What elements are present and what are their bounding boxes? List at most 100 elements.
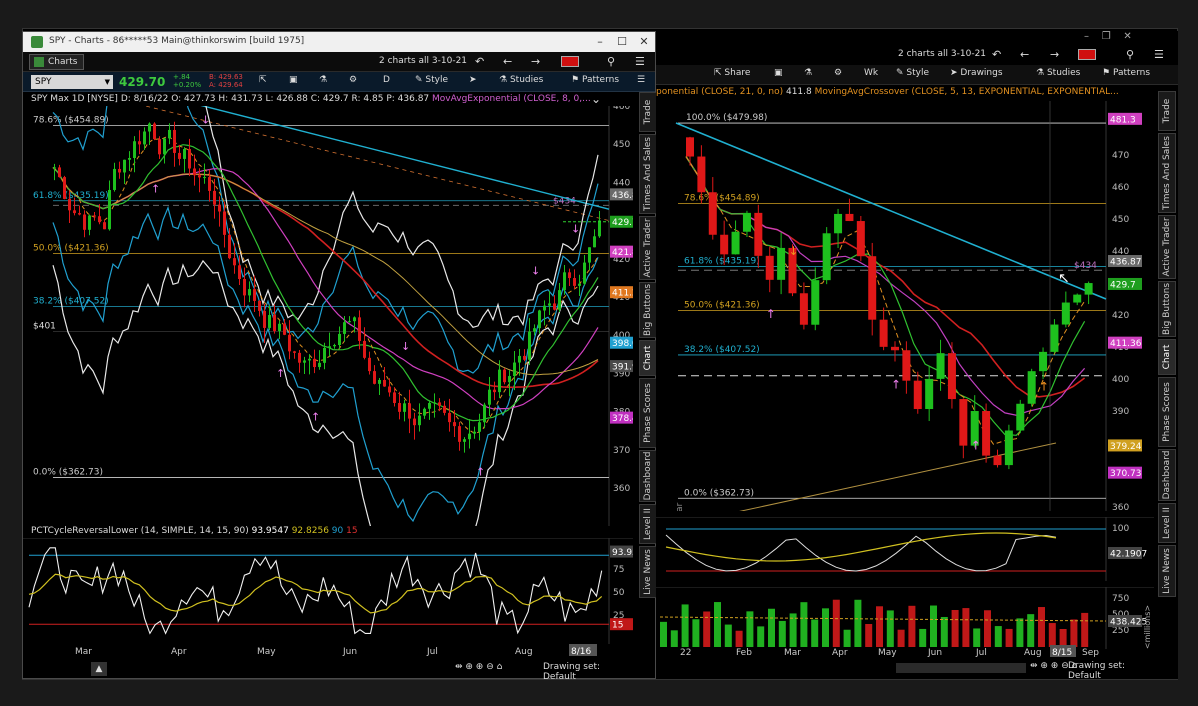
month-label: 22 [680,648,691,658]
side-tab-times-and-sales[interactable]: Times And Sales [639,134,657,214]
side-tab-chart[interactable]: Chart [639,340,657,376]
volume-bar [1027,614,1035,647]
arrow-left-icon[interactable]: ← [503,55,513,68]
fib-label: 50.0% ($421.36) [684,301,760,311]
info-study: MovAvgExponential (CLOSE, 8, 0,... [432,94,591,104]
candle [303,360,306,363]
share-icon[interactable]: ⇱ [259,75,267,85]
side-tab-phase-scores[interactable]: Phase Scores [1158,377,1176,447]
zoom-controls[interactable]: ⇹ ⊕ ⊕ ⊖ ⌂ [1030,661,1078,671]
candle [128,158,131,160]
drawing-set[interactable]: Drawing set: Default [543,662,601,682]
volume-bar [1016,618,1024,647]
undo-icon[interactable]: ↶ [475,55,485,68]
period-button[interactable]: D [383,75,390,85]
cursor-icon: ➤ [950,68,958,78]
right-volume-chart[interactable]: 750500250438.425<millions> [656,587,1154,649]
side-tab-live-news[interactable]: Live News [639,546,657,598]
side-tab-live-news[interactable]: Live News [1158,545,1176,597]
side-tab-big-buttons[interactable]: Big Buttons [639,282,657,338]
left-price-chart[interactable]: 46045044043042041040039038037036078.6% (… [23,106,633,526]
horizontal-scrollbar[interactable] [896,663,1026,673]
style-button[interactable]: ✎ Style [415,75,448,85]
fib-label: 100.0% ($479.98) [686,113,767,123]
undo-icon[interactable]: ↶ [992,48,1002,61]
side-tab-trade[interactable]: Trade [639,92,657,132]
layout-icon[interactable] [561,56,579,67]
left-window-titlebar[interactable]: SPY - Charts - 86*****53 Main@thinkorswi… [23,32,655,52]
maximize-icon[interactable]: ☐ [617,35,627,48]
candle [799,293,808,325]
arrow-left-icon[interactable]: ← [1020,48,1030,61]
side-tab-times-and-sales[interactable]: Times And Sales [1158,133,1176,213]
signal-arrow-up: ↑ [476,466,485,479]
side-tab-level-ii[interactable]: Level II [1158,503,1176,543]
chart-set-label[interactable]: 2 charts all 3-10-21 [898,49,987,59]
side-tab-phase-scores[interactable]: Phase Scores [639,378,657,448]
cursor-icon[interactable]: ➤ [469,75,477,85]
arrow-right-icon[interactable]: → [531,55,541,68]
menu-icon[interactable]: ☰ [1154,48,1164,61]
style-button[interactable]: ✎ Style [896,68,929,78]
candle [493,389,496,393]
patterns-button[interactable]: ⚑ Patterns [1102,68,1150,78]
share-button[interactable]: ⇱ Share [714,68,750,78]
last-price: 429.70 [119,75,166,89]
drawing-set[interactable]: Drawing set: Default [1068,661,1126,681]
side-tab-dashboard[interactable]: Dashboard [639,450,657,502]
chart-set-label[interactable]: 2 charts all 3-10-21 [379,56,468,66]
candle [103,222,106,230]
right-oscillator-chart[interactable]: 100 42.1907 [656,517,1154,581]
patterns-button[interactable]: ⚑ Patterns [571,75,619,85]
osc-fast-line [665,534,1057,572]
price-axis-label: 450 [1112,215,1129,225]
side-tab-dashboard[interactable]: Dashboard [1158,449,1176,501]
pin-icon[interactable]: ⚲ [1126,48,1135,61]
fib-label: 61.8% ($435.19) [684,256,760,266]
pin-icon[interactable]: ⚲ [607,55,616,68]
menu-icon[interactable]: ☰ [637,75,646,85]
drawings-button[interactable]: ➤ Drawings [950,68,1003,78]
collapse-icon[interactable]: ⌄ [591,92,602,106]
share-label: Share [724,68,751,78]
price-tag-bg [610,245,633,258]
charts-tab[interactable]: Charts [29,54,85,70]
arrow-right-icon[interactable]: → [1050,48,1060,61]
settings-icon[interactable]: ⚙ [349,75,358,85]
side-tab-trade[interactable]: Trade [1158,91,1176,131]
date-tag-bg [1050,645,1076,657]
save-icon[interactable]: ▣ [774,68,783,78]
symbol-selector[interactable]: SPY [31,75,113,89]
flask-icon[interactable]: ⚗ [804,68,813,78]
style-icon: ✎ [415,75,423,85]
save-icon[interactable]: ▣ [289,75,298,85]
right-time-axis[interactable]: 22 Feb Mar Apr May Jun Jul Aug Sep 8/15 [656,645,1154,659]
close-icon[interactable]: ✕ [639,35,649,48]
price-tag: 398.03 [612,339,633,349]
menu-icon[interactable]: ☰ [635,55,645,68]
zoom-controls[interactable]: ⇹ ⊕ ⊕ ⊖ ⌂ [455,662,503,672]
right-price-chart[interactable]: 470460450440430420410400390380370360100.… [656,101,1154,511]
settings-icon[interactable]: ⚙ [834,68,843,78]
volume-bar [886,610,894,647]
left-time-axis[interactable]: Mar Apr May Jun Jul Aug 8/16 [23,644,633,658]
period-button[interactable]: Wk [864,68,879,78]
window-controls[interactable]: – ❐ ✕ [1084,31,1132,42]
layout-icon[interactable] [1078,49,1096,60]
side-tab-active-trader[interactable]: Active Trader [639,216,657,280]
studies-button[interactable]: ⚗ Studies [499,75,543,85]
side-tab-active-trader[interactable]: Active Trader [1158,215,1176,279]
side-tab-big-buttons[interactable]: Big Buttons [1158,281,1176,337]
signal-arrow-down: ↓ [571,222,580,235]
candle [553,303,556,310]
side-tab-chart[interactable]: Chart [1158,339,1176,375]
minimize-icon[interactable]: – [597,35,603,48]
expand-icon[interactable]: ▲ [91,662,107,676]
side-tab-level-ii[interactable]: Level II [639,504,657,544]
left-oscillator-chart[interactable]: 75 50 25 93.9547 15 [23,538,633,644]
studies-button[interactable]: ⚗ Studies [1036,68,1080,78]
left-bottom-bar: ▲ ⇹ ⊕ ⊕ ⊖ ⌂ Drawing set: Default [23,662,633,682]
style-label: Style [425,75,449,85]
flask-icon[interactable]: ⚗ [319,75,328,85]
month-label: May [878,648,897,658]
